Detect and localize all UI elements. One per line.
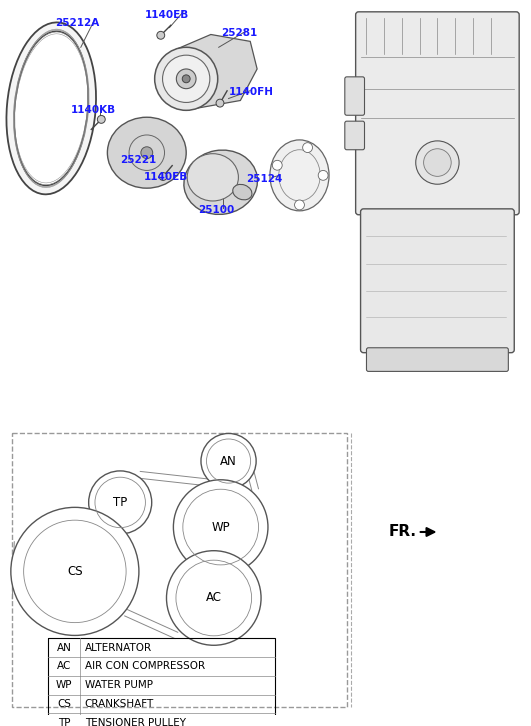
Text: 1140KB: 1140KB bbox=[71, 105, 116, 115]
Text: 25100: 25100 bbox=[198, 205, 234, 215]
Text: TP: TP bbox=[58, 717, 70, 726]
Text: 25212A: 25212A bbox=[55, 17, 99, 28]
Ellipse shape bbox=[107, 117, 186, 188]
Text: ALTERNATOR: ALTERNATOR bbox=[85, 643, 152, 653]
Circle shape bbox=[424, 149, 451, 176]
Text: AIR CON COMPRESSOR: AIR CON COMPRESSOR bbox=[85, 661, 205, 672]
Text: WATER PUMP: WATER PUMP bbox=[85, 680, 153, 690]
Circle shape bbox=[416, 141, 459, 184]
Circle shape bbox=[159, 173, 167, 181]
Circle shape bbox=[216, 99, 224, 107]
Text: AC: AC bbox=[206, 592, 222, 605]
Ellipse shape bbox=[233, 184, 252, 200]
Text: WP: WP bbox=[211, 521, 230, 534]
FancyBboxPatch shape bbox=[366, 348, 508, 372]
Circle shape bbox=[318, 171, 328, 180]
Circle shape bbox=[11, 507, 139, 635]
Ellipse shape bbox=[14, 31, 88, 185]
Circle shape bbox=[295, 200, 304, 210]
Ellipse shape bbox=[184, 150, 258, 214]
Text: 25221: 25221 bbox=[120, 155, 157, 165]
Circle shape bbox=[167, 551, 261, 645]
Text: TENSIONER PULLEY: TENSIONER PULLEY bbox=[85, 717, 186, 726]
Circle shape bbox=[201, 433, 256, 489]
Text: CRANKSHAFT: CRANKSHAFT bbox=[85, 699, 154, 709]
FancyBboxPatch shape bbox=[345, 121, 364, 150]
Text: CS: CS bbox=[57, 699, 71, 709]
Circle shape bbox=[272, 160, 282, 170]
Text: AN: AN bbox=[220, 454, 237, 468]
Ellipse shape bbox=[187, 154, 238, 201]
FancyBboxPatch shape bbox=[361, 209, 514, 353]
Bar bbox=[12, 433, 347, 707]
Circle shape bbox=[155, 47, 218, 110]
Circle shape bbox=[303, 143, 313, 152]
Circle shape bbox=[162, 55, 210, 102]
Ellipse shape bbox=[6, 23, 96, 195]
Ellipse shape bbox=[270, 140, 329, 211]
Circle shape bbox=[176, 69, 196, 89]
FancyBboxPatch shape bbox=[356, 12, 519, 215]
Text: 1140EB: 1140EB bbox=[144, 172, 188, 182]
Text: 1140EB: 1140EB bbox=[145, 10, 189, 20]
Circle shape bbox=[182, 75, 190, 83]
Text: 1140FH: 1140FH bbox=[228, 86, 273, 97]
Circle shape bbox=[157, 31, 165, 39]
Polygon shape bbox=[176, 34, 257, 108]
Circle shape bbox=[89, 471, 152, 534]
Circle shape bbox=[141, 147, 153, 158]
Text: AC: AC bbox=[57, 661, 71, 672]
Text: FR.: FR. bbox=[388, 524, 416, 539]
Text: WP: WP bbox=[56, 680, 72, 690]
Circle shape bbox=[174, 480, 268, 574]
Text: TP: TP bbox=[113, 496, 127, 509]
Bar bbox=[48, 638, 275, 726]
FancyBboxPatch shape bbox=[345, 77, 364, 115]
Text: AN: AN bbox=[57, 643, 72, 653]
Text: 25124: 25124 bbox=[246, 174, 282, 184]
Text: 25281: 25281 bbox=[221, 28, 257, 38]
Text: CS: CS bbox=[67, 565, 83, 578]
Circle shape bbox=[97, 115, 105, 123]
